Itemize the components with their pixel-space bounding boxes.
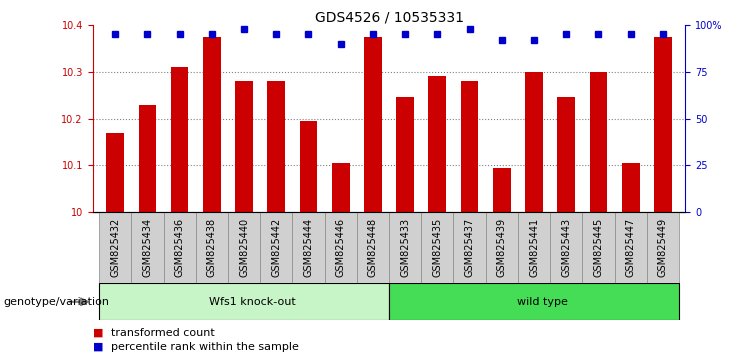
Bar [518,212,550,283]
Bar [131,212,164,283]
Bar [260,212,293,283]
Bar [622,163,639,212]
Bar [293,212,325,283]
Bar [525,72,543,212]
Bar [389,212,421,283]
Bar [550,212,582,283]
Bar [485,212,518,283]
Text: GSM825445: GSM825445 [594,218,603,278]
Text: Wfs1 knock-out: Wfs1 knock-out [209,297,296,307]
Bar [389,283,679,320]
Text: GSM825442: GSM825442 [271,218,282,278]
Text: genotype/variation: genotype/variation [4,297,110,307]
Text: GSM825449: GSM825449 [658,218,668,278]
Text: ■: ■ [93,328,103,338]
Text: GSM825433: GSM825433 [400,218,410,278]
Text: GSM825443: GSM825443 [561,218,571,278]
Bar [332,163,350,212]
Text: GSM825440: GSM825440 [239,218,249,278]
Bar [654,36,672,212]
Bar [461,81,479,212]
Bar [235,81,253,212]
Text: wild type: wild type [516,297,568,307]
Bar [325,212,357,283]
Bar [139,104,156,212]
Bar [164,212,196,283]
Bar [99,212,131,283]
Text: ■: ■ [93,342,103,352]
Bar [557,97,575,212]
Text: GSM825435: GSM825435 [432,218,442,278]
Text: GSM825438: GSM825438 [207,218,217,278]
Bar [203,36,221,212]
Bar [364,36,382,212]
Text: GSM825437: GSM825437 [465,218,474,278]
Bar [196,212,228,283]
Text: GSM825436: GSM825436 [175,218,185,278]
Text: GSM825432: GSM825432 [110,218,120,278]
Text: percentile rank within the sample: percentile rank within the sample [111,342,299,352]
Bar [268,81,285,212]
Text: GSM825446: GSM825446 [336,218,346,278]
Bar [299,121,317,212]
Bar [99,283,389,320]
Text: GSM825439: GSM825439 [496,218,507,278]
Bar [453,212,485,283]
Bar [582,212,614,283]
Bar [357,212,389,283]
Text: GSM825448: GSM825448 [368,218,378,278]
Bar [106,133,124,212]
Bar [170,67,188,212]
Text: GSM825447: GSM825447 [625,218,636,278]
Text: GSM825441: GSM825441 [529,218,539,278]
Text: transformed count: transformed count [111,328,215,338]
Bar [228,212,260,283]
Bar [421,212,453,283]
Bar [493,168,511,212]
Bar [590,72,608,212]
Bar [647,212,679,283]
Bar [428,76,446,212]
Text: GSM825444: GSM825444 [304,218,313,278]
Bar [614,212,647,283]
Bar [396,97,414,212]
Text: GDS4526 / 10535331: GDS4526 / 10535331 [314,11,464,25]
Text: GSM825434: GSM825434 [142,218,153,278]
